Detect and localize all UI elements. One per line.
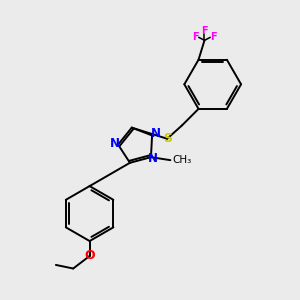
Text: N: N bbox=[151, 128, 161, 140]
Text: S: S bbox=[163, 132, 172, 145]
Text: F: F bbox=[210, 32, 216, 42]
Text: CH₃: CH₃ bbox=[173, 155, 192, 165]
Text: N: N bbox=[110, 136, 119, 150]
Text: N: N bbox=[147, 152, 158, 165]
Text: O: O bbox=[84, 250, 95, 262]
Text: F: F bbox=[201, 26, 208, 36]
Text: F: F bbox=[193, 32, 199, 42]
